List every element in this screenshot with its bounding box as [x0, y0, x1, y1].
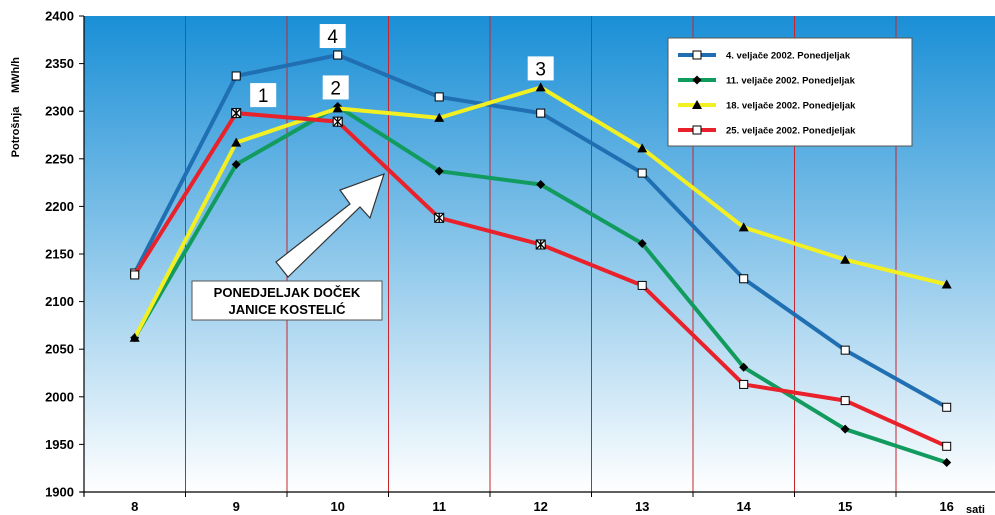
y-axis-title: Potrošnja: [10, 106, 22, 158]
y-tick-label: 2250: [45, 151, 74, 166]
axes: [79, 15, 995, 497]
legend-label: 11. veljače 2002. Ponedjeljak: [726, 76, 856, 87]
callout-number: 2: [330, 78, 341, 99]
asterisk-marker: [332, 116, 343, 127]
legend-marker: [692, 50, 702, 60]
x-tick-label: 11: [432, 499, 446, 514]
data-point: [231, 160, 241, 170]
legend-label: 18. veljače 2002. Ponedjeljak: [726, 101, 856, 112]
data-point: [942, 402, 952, 412]
data-point: [333, 50, 343, 60]
data-point: [434, 92, 444, 102]
x-tick-label: 8: [131, 499, 138, 514]
y-tick-label: 2350: [45, 56, 74, 71]
callout-2: 2: [322, 75, 349, 100]
data-point: [130, 270, 140, 280]
data-point: [129, 332, 140, 342]
callout-number: 4: [327, 27, 338, 48]
series-3: [129, 82, 952, 342]
data-point: [840, 345, 850, 355]
series-2: [130, 101, 952, 467]
callout-box: [250, 83, 277, 108]
series-1: [130, 50, 952, 412]
data-point: [637, 239, 647, 249]
legend-label: 25. veljače 2002. Ponedjeljak: [726, 126, 856, 137]
series-lines: [129, 50, 952, 467]
data-point: [332, 103, 343, 113]
data-point: [536, 180, 546, 190]
y-tick-labels: 1900 1950 2000 2050 2100 2150 2200 2250 2300 2350…: [45, 9, 74, 500]
y-tick-label: 2200: [45, 199, 74, 214]
x-tick-labels: 8 9 10 11 12 13 14 15 16: [131, 499, 954, 514]
data-point: [739, 379, 749, 389]
annotation-line-1: PONEDJELJAK DOČEK: [214, 285, 361, 300]
callout-box: [322, 75, 349, 100]
x-tick-label: 15: [838, 499, 852, 514]
y-tick-label: 2100: [45, 294, 74, 309]
data-point: [434, 112, 445, 122]
legend: 4. veljače 2002. Ponedjeljak 11. veljače …: [667, 37, 913, 147]
callout-1: 1: [250, 83, 277, 108]
data-point: [738, 222, 749, 232]
annotation-box: PONEDJELJAK DOČEK JANICE KOSTELIĆ: [191, 280, 383, 321]
callout-4: 4: [319, 24, 346, 49]
x-tick-label: 10: [330, 499, 344, 514]
data-point: [231, 71, 241, 81]
annotation-box-frame: [191, 280, 383, 321]
data-point: [535, 82, 546, 92]
x-axis-title: sati: [966, 504, 985, 515]
x-tick-label: 12: [533, 499, 547, 514]
data-point: [739, 274, 749, 284]
data-point: [840, 396, 850, 406]
data-point: [637, 143, 648, 153]
y-axis-unit: MWh/h: [10, 57, 22, 93]
y-tick-label: 1900: [45, 485, 74, 500]
data-point: [536, 108, 546, 118]
y-tick-label: 2000: [45, 389, 74, 404]
y-tick-label: 2150: [45, 247, 74, 262]
legend-marker: [692, 75, 702, 85]
asterisk-markers: [231, 108, 546, 250]
legend-item: 4. veljače 2002. Ponedjeljak: [678, 50, 851, 62]
annotation-line-2: JANICE KOSTELIĆ: [228, 302, 346, 317]
legend-item: 11. veljače 2002. Ponedjeljak: [678, 75, 856, 87]
asterisk-marker: [535, 239, 546, 250]
legend-item: 25. veljače 2002. Ponedjeljak: [678, 125, 856, 137]
x-tick-label: 14: [736, 499, 751, 514]
legend-item: 18. veljače 2002. Ponedjeljak: [678, 100, 856, 112]
callout-box: [319, 24, 346, 49]
data-point: [637, 280, 647, 290]
asterisk-marker: [434, 212, 445, 223]
arrow-shape: [275, 173, 385, 278]
annotation-arrow: [275, 173, 385, 278]
legend-marker: [692, 125, 702, 135]
y-tick-label: 2050: [45, 342, 74, 357]
legend-label: 4. veljače 2002. Ponedjeljak: [726, 51, 851, 62]
asterisk-marker: [231, 108, 242, 119]
data-point: [840, 254, 851, 264]
callout-labels: 1 2 3 4: [250, 24, 554, 108]
data-point: [941, 279, 952, 289]
data-point: [434, 166, 444, 176]
data-point: [942, 441, 952, 451]
data-point: [942, 457, 952, 467]
y-tick-label: 1950: [45, 437, 74, 452]
x-tick-label: 13: [635, 499, 649, 514]
data-point: [637, 168, 647, 178]
data-point: [231, 137, 242, 147]
callout-box: [527, 56, 554, 81]
x-tick-label: 9: [233, 499, 240, 514]
x-tick-label: 16: [939, 499, 953, 514]
callout-number: 1: [258, 86, 269, 107]
y-tick-label: 2300: [45, 104, 74, 119]
callout-3: 3: [527, 56, 554, 81]
legend-marker: [692, 100, 702, 109]
data-point: [840, 424, 850, 434]
y-tick-label: 2400: [45, 9, 74, 24]
callout-number: 3: [535, 59, 546, 80]
data-point: [739, 362, 749, 372]
